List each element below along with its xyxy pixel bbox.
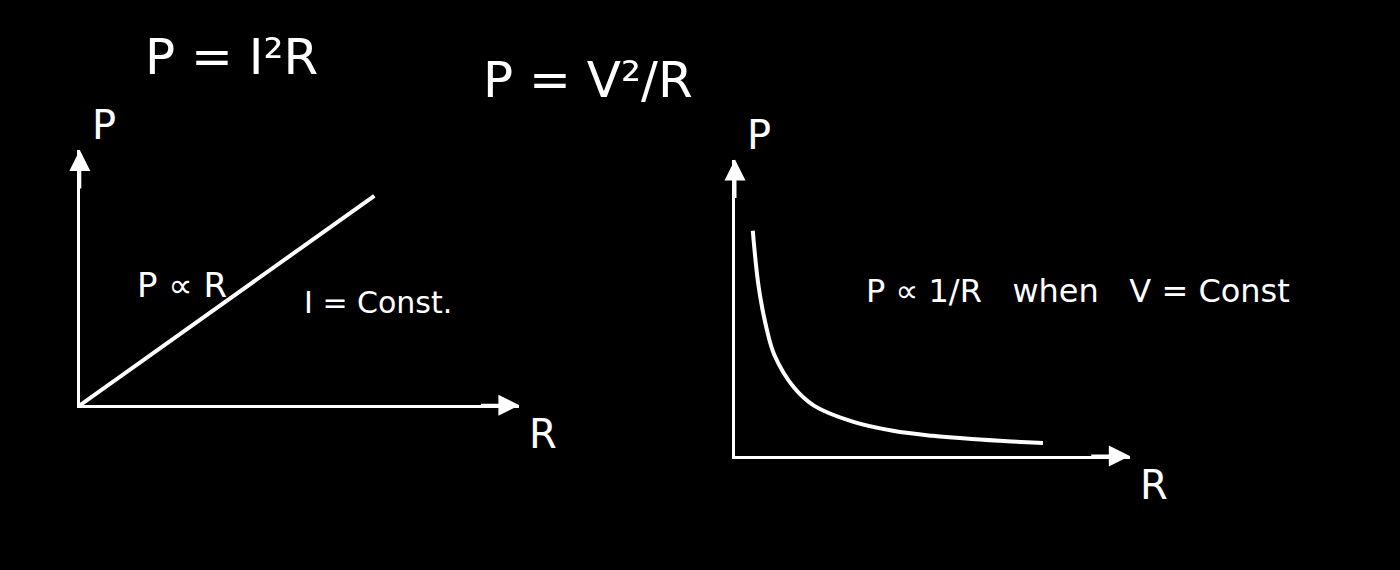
- svg-text:P ∝ 1/R when V = Const: P ∝ 1/R when V = Const: [866, 272, 1290, 310]
- svg-text:P ∝ R: P ∝ R: [137, 265, 227, 305]
- svg-text:R: R: [1140, 462, 1168, 508]
- svg-text:P: P: [747, 112, 771, 158]
- svg-text:P: P: [92, 102, 116, 148]
- svg-text:P = V²/R: P = V²/R: [483, 51, 693, 109]
- svg-text:I = Const.: I = Const.: [304, 285, 452, 320]
- svg-text:P = I²R: P = I²R: [145, 28, 318, 86]
- svg-text:R: R: [529, 411, 557, 457]
